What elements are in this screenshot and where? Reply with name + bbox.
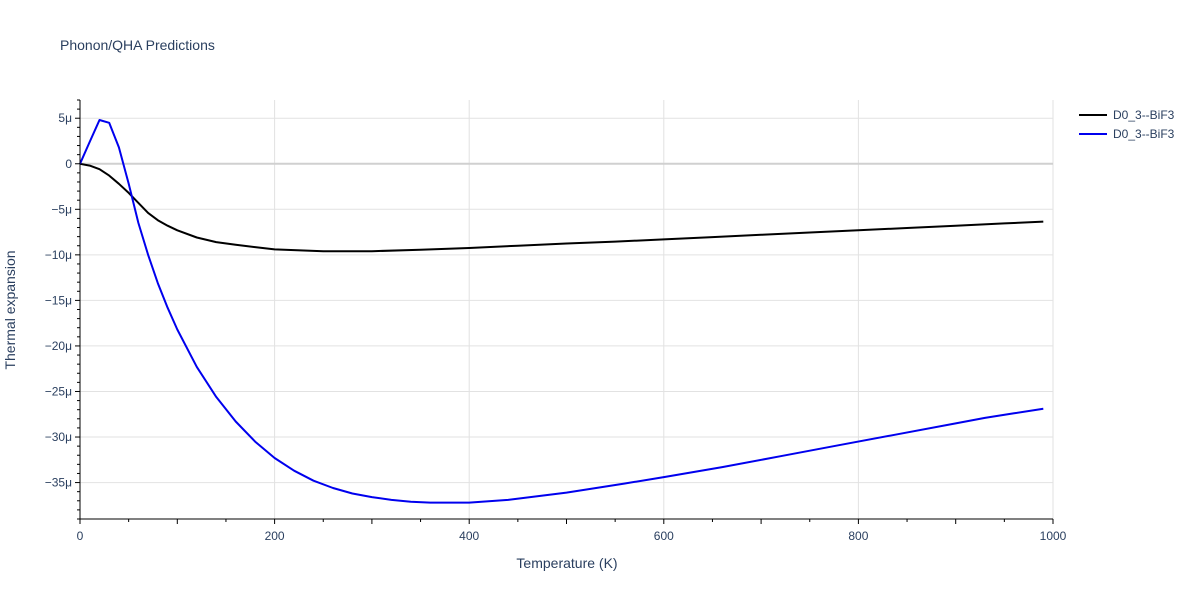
- y-tick-label: −25μ: [45, 384, 72, 398]
- y-tick-label: 5μ: [58, 111, 72, 125]
- series-line-2: [79, 119, 1044, 504]
- series-line-1: [79, 162, 1044, 253]
- y-tick-label: −10μ: [45, 248, 72, 262]
- x-tick-labels: 0 200 400 600 800 1000: [77, 529, 1067, 543]
- x-tick-label: 600: [654, 529, 674, 543]
- y-tick-label: −30μ: [45, 430, 72, 444]
- axes: [75, 99, 1054, 524]
- x-tick-label: 200: [265, 529, 285, 543]
- legend-item-2[interactable]: D0_3--BiF3: [1079, 127, 1175, 141]
- y-tick-label: 0: [65, 157, 72, 171]
- grid: [80, 100, 1054, 519]
- legend-label: D0_3--BiF3: [1113, 127, 1175, 141]
- x-tick-label: 800: [848, 529, 868, 543]
- y-axis-title: Thermal expansion: [2, 250, 18, 369]
- y-tick-label: −20μ: [45, 339, 72, 353]
- x-tick-label: 1000: [1040, 529, 1067, 543]
- y-tick-labels: 5μ 0 −5μ −10μ −15μ −20μ −25μ −30μ −35μ: [45, 111, 73, 489]
- y-tick-label: −15μ: [45, 293, 72, 307]
- legend-label: D0_3--BiF3: [1113, 108, 1175, 122]
- legend[interactable]: D0_3--BiF3 D0_3--BiF3: [1079, 108, 1175, 141]
- y-tick-label: −5μ: [51, 202, 72, 216]
- series-layer: [79, 119, 1044, 504]
- x-tick-label: 400: [459, 529, 479, 543]
- x-axis-title: Temperature (K): [516, 555, 617, 571]
- chart-title: Phonon/QHA Predictions: [60, 37, 215, 53]
- y-tick-label: −35μ: [45, 476, 72, 490]
- x-tick-label: 0: [77, 529, 84, 543]
- legend-item-1[interactable]: D0_3--BiF3: [1079, 108, 1175, 122]
